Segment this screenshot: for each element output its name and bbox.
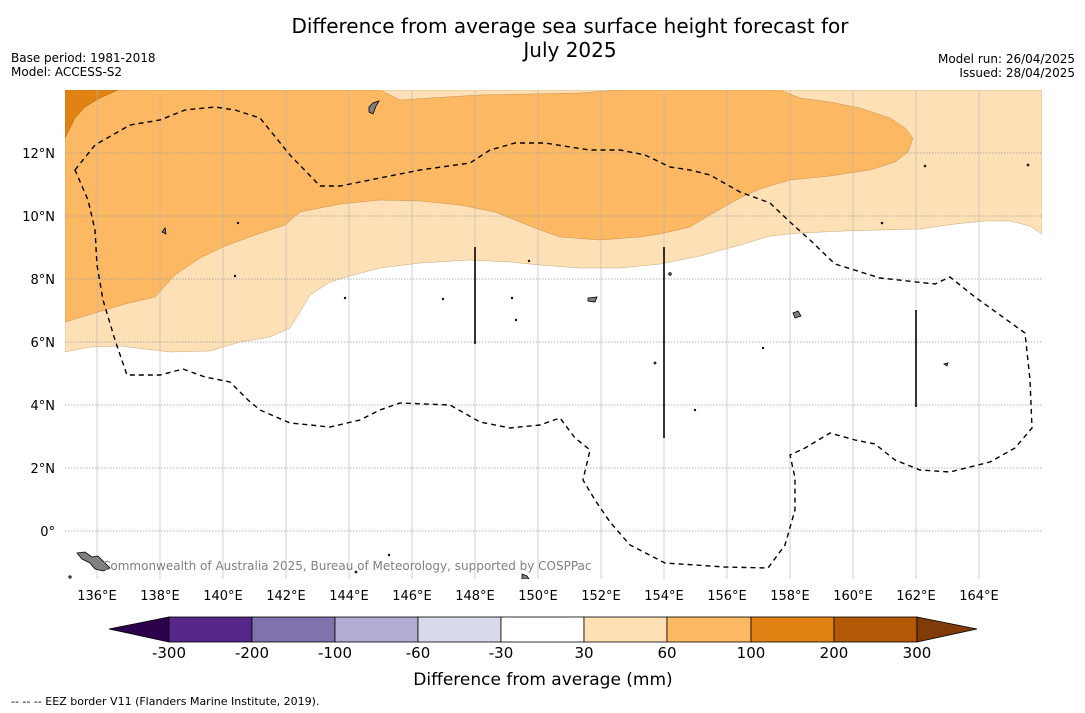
- colorbar-bin-1: [168, 616, 253, 643]
- longitude-labels: 136°E 138°E 140°E 142°E 144°E 146°E 148°…: [77, 589, 999, 604]
- colorbar-bin-2: [251, 616, 336, 643]
- title-line-1: Difference from average sea surface heig…: [291, 14, 849, 38]
- issued-text: Issued: 28/04/2025: [959, 66, 1075, 80]
- colorbar-tick: 100: [737, 644, 766, 662]
- lon-label-142e: 142°E: [266, 589, 306, 604]
- map-area: Commonwealth of Australia 2025, Bureau o…: [65, 90, 1042, 579]
- lon-label-160e: 160°E: [833, 589, 873, 604]
- islands: [68, 100, 1030, 579]
- colorbar-tick: 200: [820, 644, 849, 662]
- colorbar-bin-6: [583, 616, 668, 643]
- lat-label-10n: 10°N: [22, 210, 55, 225]
- lon-label-146e: 146°E: [392, 589, 432, 604]
- model-run-text: Model run: 26/04/2025: [937, 52, 1075, 66]
- title-line-2: July 2025: [523, 38, 617, 62]
- metadata-right: Model run: 26/04/2025 Issued: 28/04/2025: [938, 52, 1075, 80]
- colorbar-title: Difference from average (mm): [413, 670, 672, 690]
- colorbar-bin-4: [417, 616, 502, 643]
- lon-label-136e: 136°E: [77, 589, 117, 604]
- metadata-left: Base period: 1981-2018 Model: ACCESS-S2: [11, 51, 156, 79]
- copyright-notice: Commonwealth of Australia 2025, Bureau o…: [102, 559, 592, 573]
- lon-label-140e: 140°E: [203, 589, 243, 604]
- latitude-labels: 12°N 10°N 8°N 6°N 4°N 2°N 0°: [22, 147, 55, 540]
- lon-label-164e: 164°E: [959, 589, 999, 604]
- lon-label-154e: 154°E: [644, 589, 684, 604]
- colorbar-bin-8: [750, 616, 835, 643]
- model-text: Model: ACCESS-S2: [11, 65, 123, 79]
- colorbar-extend-low: [108, 616, 170, 643]
- lat-label-6n: 6°N: [31, 336, 56, 351]
- eez-footnote: -- -- -- EEZ border V11 (Flanders Marine…: [11, 695, 320, 708]
- graticule: [96, 90, 980, 579]
- lon-label-148e: 148°E: [455, 589, 495, 604]
- lon-label-150e: 150°E: [518, 589, 558, 604]
- colorbar-tick: 30: [574, 644, 593, 662]
- colorbar-tick: -300: [152, 644, 186, 662]
- base-period-text: Base period: 1981-2018: [11, 51, 156, 65]
- colorbar-tick: 300: [903, 644, 932, 662]
- colorbar-bin-3: [334, 616, 419, 643]
- lat-label-8n: 8°N: [31, 273, 56, 288]
- anomaly-region-60-100: [65, 90, 914, 323]
- colorbar-bin-9: [833, 616, 918, 643]
- colorbar-tick: -200: [235, 644, 269, 662]
- eez-border-palau-fsm: [74, 106, 1033, 569]
- lon-label-162e: 162°E: [896, 589, 936, 604]
- colorbar: [108, 616, 978, 643]
- colorbar-extend-high: [916, 616, 978, 643]
- colorbar-bin-7: [666, 616, 752, 643]
- colorbar-tick: 60: [657, 644, 676, 662]
- lat-label-0: 0°: [40, 525, 55, 540]
- colorbar-tick: -60: [406, 644, 431, 662]
- lon-label-156e: 156°E: [707, 589, 747, 604]
- lat-label-2n: 2°N: [31, 462, 56, 477]
- lon-label-138e: 138°E: [140, 589, 180, 604]
- anomaly-region-100-200: [65, 90, 119, 139]
- lon-label-144e: 144°E: [329, 589, 369, 604]
- colorbar-tick: -30: [489, 644, 514, 662]
- lon-label-158e: 158°E: [770, 589, 810, 604]
- lon-label-152e: 152°E: [581, 589, 621, 604]
- colorbar-tick: -100: [318, 644, 352, 662]
- colorbar-bin-5: [500, 616, 585, 643]
- lat-label-4n: 4°N: [31, 399, 56, 414]
- chart-title: Difference from average sea surface heig…: [200, 14, 940, 62]
- colorbar-tick-labels: -300 -200 -100 -60 -30 30 60 100 200 300: [152, 644, 931, 662]
- lat-label-12n: 12°N: [22, 147, 55, 162]
